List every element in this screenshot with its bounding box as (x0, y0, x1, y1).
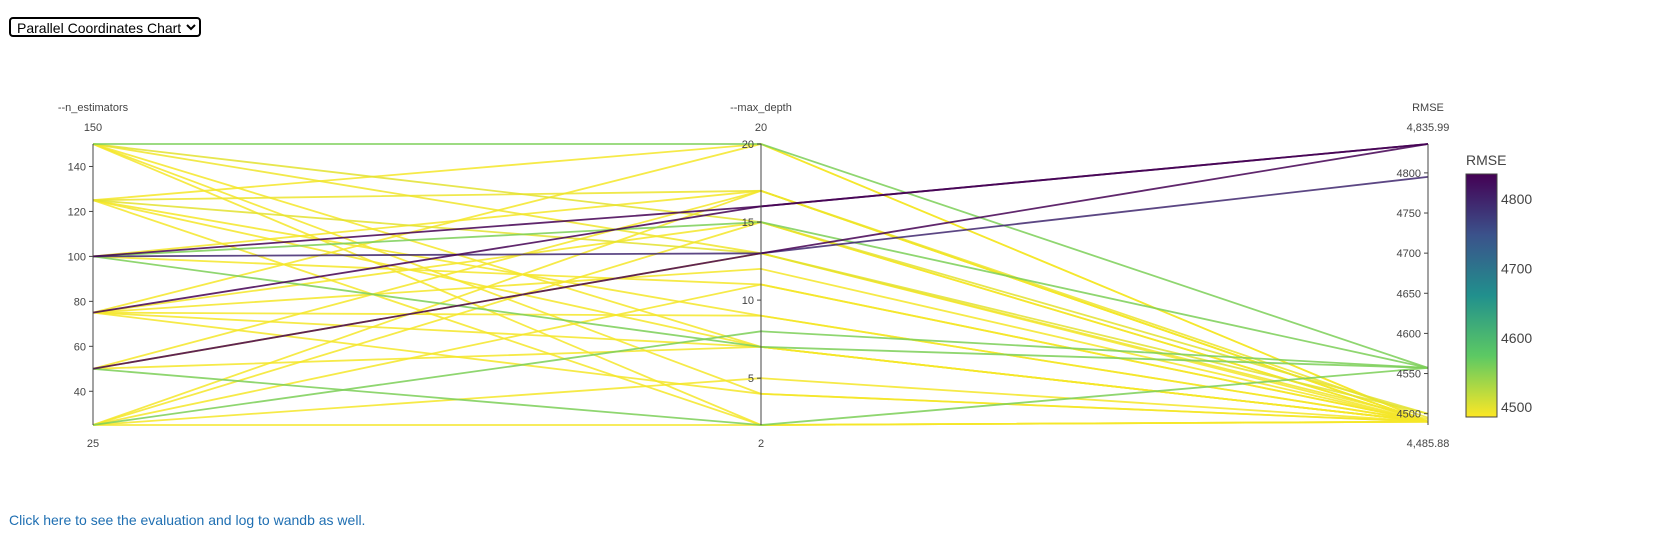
axis-tick-label: 4600 (1397, 328, 1421, 340)
evaluation-link[interactable]: Click here to see the evaluation and log… (9, 512, 366, 528)
axis-tick-label: 4500 (1397, 409, 1421, 421)
colorbar-tick-label: 4800 (1501, 191, 1532, 207)
axes-layer: --n_estimators15025406080100120140--max_… (58, 102, 1450, 450)
axis-title: --max_depth (730, 102, 792, 114)
axis-tick-label: 120 (68, 206, 86, 218)
axis-tick-label: 140 (68, 161, 86, 173)
axis-range-min: 25 (87, 438, 99, 450)
axis-title: RMSE (1412, 102, 1444, 114)
axis-tick-label: 40 (74, 386, 86, 398)
axis-tick-label: 80 (74, 296, 86, 308)
axis-tick-label: 100 (68, 251, 86, 263)
colorbar: RMSE 4500 4600 4700 4800 (1465, 152, 1532, 418)
axis-tick-label: 4550 (1397, 369, 1421, 381)
axis-range-min: 2 (758, 438, 764, 450)
axis-range-max: 150 (84, 122, 102, 134)
axis-range-max: 4,835.99 (1407, 122, 1450, 134)
axis-tick-label: 4750 (1397, 208, 1421, 220)
colorbar-tick-label: 4600 (1501, 330, 1532, 346)
colorbar-title: RMSE (1466, 152, 1506, 168)
colorbar-tick-label: 4700 (1501, 260, 1532, 276)
axis-tick-label: 20 (742, 139, 754, 151)
axis-tick-label: 15 (742, 217, 754, 229)
chart-type-select[interactable]: Parallel Coordinates Chart (9, 17, 201, 37)
colorbar-gradient (1465, 173, 1498, 418)
axis-tick-label: 60 (74, 341, 86, 353)
colorbar-tick-label: 4500 (1501, 399, 1532, 415)
axis-tick-label: 4800 (1397, 168, 1421, 180)
axis-title: --n_estimators (58, 102, 129, 114)
axis-tick-label: 10 (742, 295, 754, 307)
axis-range-min: 4,485.88 (1407, 438, 1450, 450)
axis-range-max: 20 (755, 122, 767, 134)
axis-tick-label: 4700 (1397, 248, 1421, 260)
axis-tick-label: 4650 (1397, 288, 1421, 300)
axis-tick-label: 5 (748, 373, 754, 385)
parallel-coordinates-chart: --n_estimators15025406080100120140--max_… (58, 102, 1533, 450)
